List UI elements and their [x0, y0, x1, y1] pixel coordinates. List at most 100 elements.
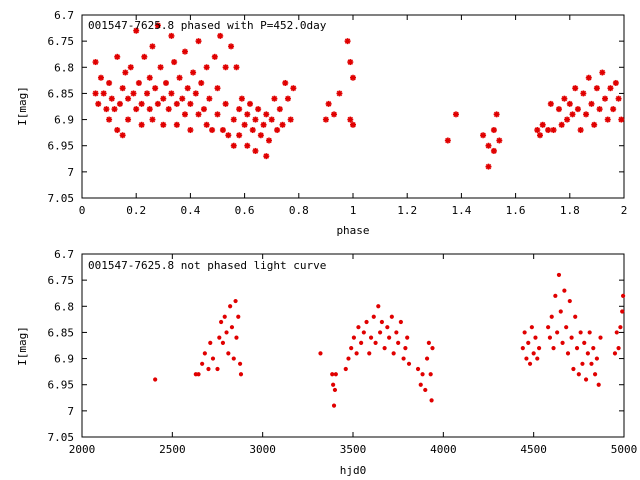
data-point	[359, 340, 364, 345]
data-point	[190, 69, 197, 76]
data-point	[217, 32, 224, 39]
data-point	[206, 95, 213, 102]
data-point	[219, 319, 224, 325]
data-point	[171, 59, 178, 66]
data-point	[596, 106, 603, 113]
data-point	[373, 340, 378, 345]
data-point	[607, 85, 614, 92]
data-point	[567, 298, 572, 304]
data-point	[215, 366, 220, 372]
data-point	[237, 361, 243, 366]
data-point	[181, 48, 188, 55]
data-point	[485, 163, 492, 170]
data-point	[287, 116, 294, 123]
data-point	[576, 372, 581, 377]
data-point	[217, 335, 222, 340]
data-point	[545, 127, 552, 134]
data-point	[385, 325, 390, 330]
phased-plot-xtick-label: 1	[350, 204, 357, 217]
data-point	[154, 22, 161, 29]
data-point	[228, 43, 235, 50]
data-point	[108, 95, 115, 102]
data-point	[209, 127, 216, 134]
data-point	[214, 85, 221, 92]
data-point	[249, 127, 256, 134]
data-point	[529, 325, 534, 330]
phased-plot-xtick-label: 0.4	[180, 204, 200, 217]
data-point	[168, 32, 175, 39]
data-point	[230, 116, 237, 123]
phased-plot-ytick-label: 7.05	[48, 192, 75, 205]
data-point	[569, 335, 574, 340]
data-point	[347, 116, 354, 123]
data-point	[103, 106, 110, 113]
unphased-plot-ytick-label: 6.95	[48, 379, 75, 392]
data-point	[349, 346, 354, 351]
unphased-plot-frame	[81, 253, 625, 438]
data-point	[206, 366, 211, 372]
data-point	[351, 335, 357, 340]
phased-plot: 0 0.2 0.4 0.6 0.8 1 1.2 1.4 1.6 1.8 2 6.7 6.75 6.8 6.8…	[16, 9, 627, 237]
data-point	[336, 90, 343, 97]
data-point	[526, 340, 531, 345]
data-point	[426, 340, 431, 345]
data-point	[157, 64, 164, 71]
phased-plot-xtick-label: 0.8	[289, 204, 309, 217]
data-point	[146, 74, 153, 81]
data-point	[325, 100, 332, 107]
data-point	[176, 74, 183, 81]
data-point	[490, 127, 497, 134]
data-point	[220, 340, 226, 345]
data-point	[196, 372, 201, 377]
data-point	[141, 53, 148, 60]
data-point	[233, 64, 240, 71]
data-point	[244, 111, 251, 118]
data-point	[350, 121, 356, 128]
data-point	[591, 346, 596, 351]
phased-plot-ticks: 0 0.2 0.4 0.6 0.8 1 1.2 1.4 1.6 1.8 2 6.7 6.75 6.8 6.8…	[48, 9, 628, 217]
data-point	[615, 95, 622, 102]
data-point	[547, 100, 554, 107]
data-point	[531, 351, 536, 356]
data-point	[122, 69, 129, 76]
data-point	[106, 116, 113, 123]
data-point	[574, 106, 581, 113]
data-point	[382, 346, 387, 351]
data-point	[125, 116, 132, 123]
phased-plot-ytick-label: 6.75	[48, 35, 75, 48]
data-point	[564, 325, 569, 330]
data-point	[364, 319, 369, 325]
data-point	[480, 132, 487, 139]
phased-plot-frame	[81, 14, 625, 199]
data-point	[604, 116, 611, 123]
data-point	[591, 121, 598, 128]
data-point	[230, 142, 237, 149]
data-point	[378, 330, 383, 335]
unphased-plot-ytick-label: 7.05	[48, 431, 75, 444]
data-point	[344, 38, 351, 45]
data-point	[620, 309, 625, 314]
data-point	[119, 132, 126, 139]
data-point	[371, 314, 376, 319]
data-point	[560, 340, 565, 345]
data-point	[620, 293, 626, 298]
data-point	[226, 351, 231, 356]
unphased-plot-xtick-label: 2500	[159, 443, 186, 456]
data-point	[535, 356, 540, 361]
phased-plot-title: 001547-7625.8 phased with P=452.0day	[88, 19, 327, 32]
data-point	[127, 64, 134, 71]
data-point	[614, 330, 619, 335]
unphased-plot-xtick-label: 3000	[249, 443, 276, 456]
data-point	[168, 90, 175, 97]
data-point	[580, 361, 585, 366]
data-point	[361, 330, 366, 335]
data-point	[149, 43, 156, 50]
data-point	[208, 340, 213, 345]
data-point	[114, 127, 121, 134]
data-point	[198, 79, 205, 86]
data-point	[550, 127, 557, 134]
phased-plot-ytick-label: 6.9	[54, 114, 74, 127]
phased-plot-xtick-label: 2	[621, 204, 628, 217]
phased-plot-ytick-label: 6.85	[48, 87, 75, 100]
data-point	[522, 330, 527, 335]
